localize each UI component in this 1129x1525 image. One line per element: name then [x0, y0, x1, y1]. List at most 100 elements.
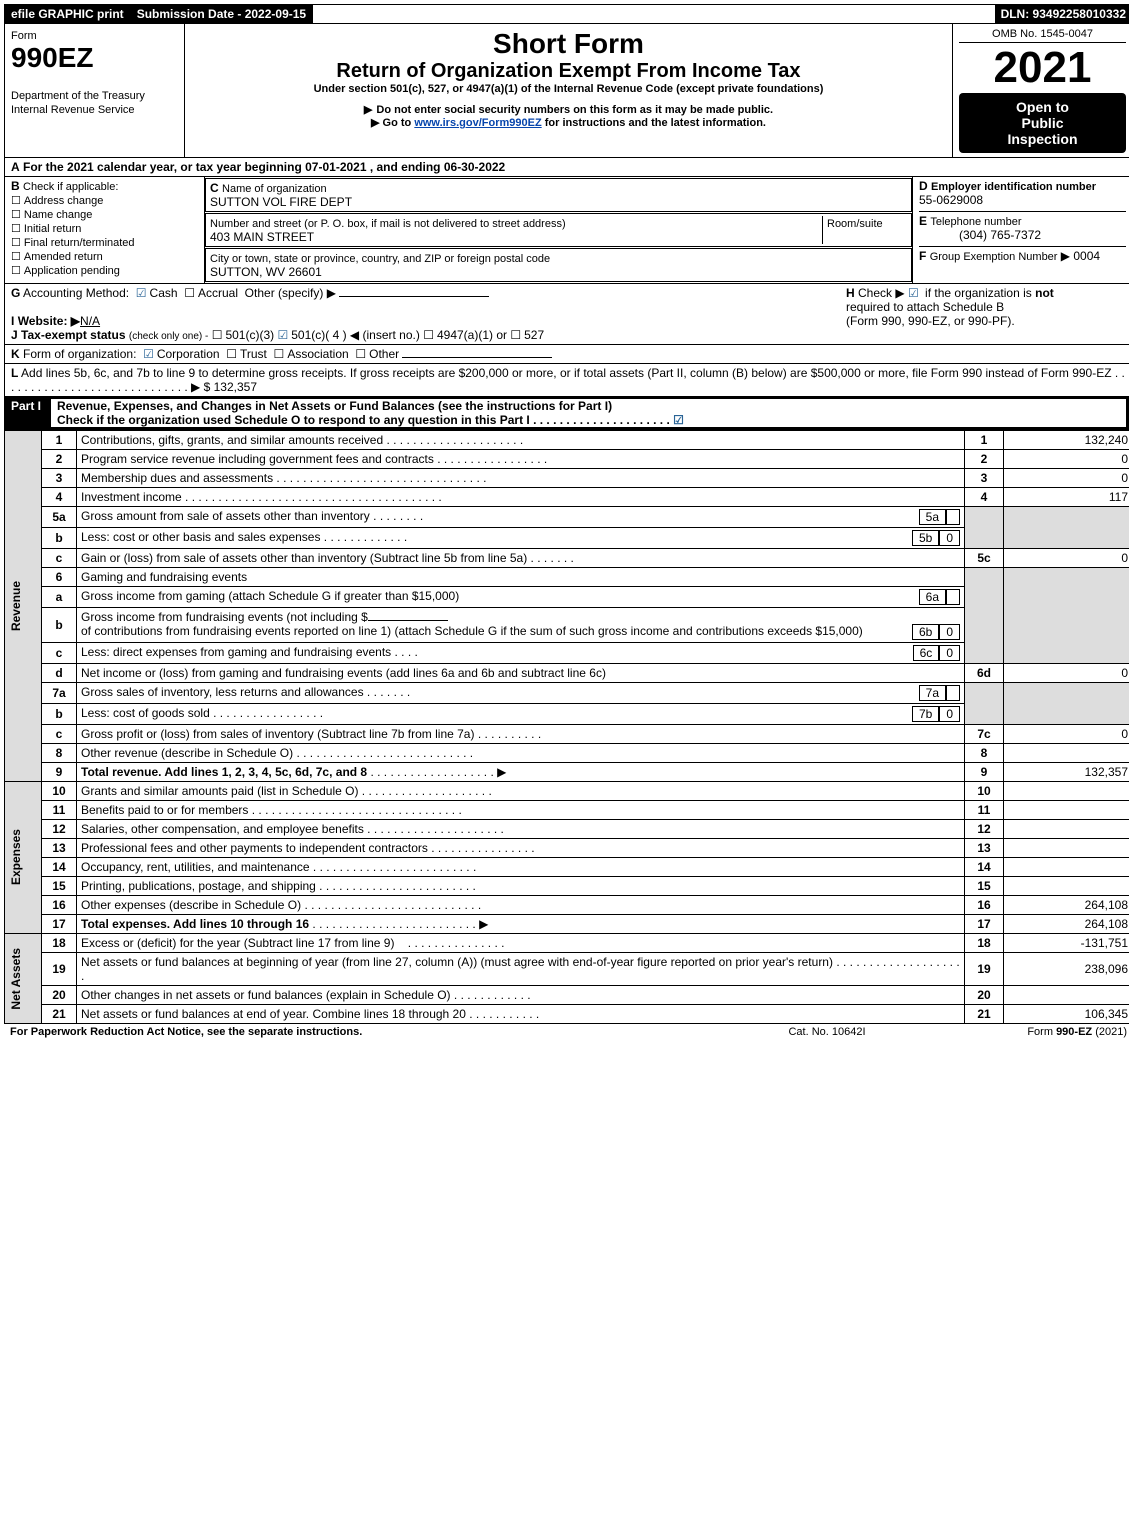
- g-accrual[interactable]: Accrual: [184, 286, 238, 300]
- part-i-title: Revenue, Expenses, and Changes in Net As…: [57, 399, 435, 413]
- desc-1: Contributions, gifts, grants, and simila…: [77, 431, 965, 450]
- phone: (304) 765-7372: [959, 228, 1041, 242]
- desc-14: Occupancy, rent, utilities, and maintena…: [77, 858, 965, 877]
- desc-7a: Gross sales of inventory, less returns a…: [77, 683, 965, 704]
- ssn-note: Do not enter social security numbers on …: [191, 103, 946, 116]
- val-1: 132,240: [1004, 431, 1129, 450]
- dept-irs: Internal Revenue Service: [11, 104, 135, 116]
- ln-19: 19: [42, 953, 77, 986]
- num-13: 13: [965, 839, 1004, 858]
- num-4: 4: [965, 488, 1004, 507]
- h-check: Check ▶: [858, 286, 905, 300]
- j-527[interactable]: 527: [510, 328, 544, 342]
- h-checkbox[interactable]: [908, 286, 922, 300]
- desc-15: Printing, publications, postage, and shi…: [77, 877, 965, 896]
- top-bar: efile GRAPHIC print Submission Date - 20…: [4, 4, 1129, 24]
- ln-1: 1: [42, 431, 77, 450]
- ln-7b: b: [42, 704, 77, 725]
- g-other[interactable]: Other (specify): [245, 286, 324, 300]
- minival-7a: [946, 685, 960, 701]
- k-label: Form of organization:: [23, 347, 136, 361]
- section-gh: G Accounting Method: Cash Accrual Other …: [4, 284, 1129, 345]
- addr-label: Number and street (or P. O. box, if mail…: [210, 218, 566, 230]
- num-5c: 5c: [965, 549, 1004, 568]
- minival-7b: 0: [939, 706, 960, 722]
- num-2: 2: [965, 450, 1004, 469]
- mini-7b: 7b: [912, 706, 939, 722]
- num-11: 11: [965, 801, 1004, 820]
- form-header: Form 990EZ Department of the Treasury In…: [4, 24, 1129, 158]
- d-label: Employer identification number: [931, 181, 1096, 193]
- j-4947[interactable]: 4947(a)(1) or: [423, 328, 507, 342]
- desc-5b: Less: cost or other basis and sales expe…: [77, 528, 965, 549]
- ln-7a: 7a: [42, 683, 77, 704]
- j-501c[interactable]: 501(c)( 4 ) ◀ (insert no.): [277, 328, 419, 342]
- k-corp[interactable]: Corporation: [143, 347, 219, 361]
- num-1: 1: [965, 431, 1004, 450]
- ln-13: 13: [42, 839, 77, 858]
- ln-21: 21: [42, 1005, 77, 1024]
- ln-2: 2: [42, 450, 77, 469]
- goto-prefix: Go to: [383, 117, 415, 129]
- num-3: 3: [965, 469, 1004, 488]
- desc-13: Professional fees and other payments to …: [77, 839, 965, 858]
- k-assoc[interactable]: Association: [274, 347, 349, 361]
- group-exemption: 0004: [1073, 249, 1100, 263]
- goto-note: ▶ Go to www.irs.gov/Form990EZ for instru…: [191, 116, 946, 129]
- ln-10: 10: [42, 782, 77, 801]
- open-inspection: Open to Public Inspection: [959, 93, 1126, 153]
- desc-18: Excess or (deficit) for the year (Subtra…: [77, 934, 965, 953]
- b-final-return[interactable]: Final return/terminated: [11, 237, 135, 249]
- desc-6a: Gross income from gaming (attach Schedul…: [77, 587, 965, 608]
- num-8: 8: [965, 744, 1004, 763]
- part-i-header: Part I Revenue, Expenses, and Changes in…: [4, 397, 1129, 430]
- b-address-change[interactable]: Address change: [11, 195, 103, 207]
- footer-right: Form 990-EZ (2021): [927, 1026, 1127, 1038]
- ln-8: 8: [42, 744, 77, 763]
- val-6-gray: [1004, 568, 1129, 664]
- desc-10: Grants and similar amounts paid (list in…: [77, 782, 965, 801]
- val-12: [1004, 820, 1129, 839]
- g-cash[interactable]: Cash: [136, 286, 178, 300]
- form-number: 990EZ: [11, 42, 94, 73]
- j-sub: (check only one) -: [129, 331, 208, 342]
- val-7ab-gray: [1004, 683, 1129, 725]
- lines-table: Revenue 1 Contributions, gifts, grants, …: [4, 430, 1129, 1024]
- irs-link[interactable]: www.irs.gov/Form990EZ: [414, 117, 541, 129]
- h-not: not: [1035, 286, 1054, 300]
- ln-18: 18: [42, 934, 77, 953]
- ln-3: 3: [42, 469, 77, 488]
- val-17: 264,108: [1004, 915, 1129, 934]
- page-footer: For Paperwork Reduction Act Notice, see …: [4, 1024, 1129, 1040]
- num-9: 9: [965, 763, 1004, 782]
- l-text: Add lines 5b, 6c, and 7b to line 9 to de…: [21, 366, 1112, 380]
- ln-6c: c: [42, 643, 77, 664]
- minival-6b: 0: [939, 624, 960, 640]
- section-k: K Form of organization: Corporation Trus…: [4, 345, 1129, 364]
- val-16: 264,108: [1004, 896, 1129, 915]
- k-other[interactable]: Other: [355, 347, 399, 361]
- goto-suffix: for instructions and the latest informat…: [542, 117, 766, 129]
- part-i-check: Check if the organization used Schedule …: [57, 413, 530, 427]
- h-text-c: required to attach Schedule B: [846, 300, 1004, 314]
- j-label: Tax-exempt status: [21, 328, 125, 342]
- val-18: -131,751: [1004, 934, 1129, 953]
- val-3: 0: [1004, 469, 1129, 488]
- footer-left: For Paperwork Reduction Act Notice, see …: [10, 1026, 727, 1038]
- desc-16: Other expenses (describe in Schedule O) …: [77, 896, 965, 915]
- efile-print[interactable]: efile GRAPHIC print: [5, 5, 131, 23]
- part-i-schedo-check[interactable]: [673, 413, 687, 427]
- mini-6a: 6a: [919, 589, 946, 605]
- num-17: 17: [965, 915, 1004, 934]
- main-title: Return of Organization Exempt From Incom…: [191, 60, 946, 83]
- b-initial-return[interactable]: Initial return: [11, 223, 81, 235]
- desc-2: Program service revenue including govern…: [77, 450, 965, 469]
- b-application-pending[interactable]: Application pending: [11, 265, 120, 277]
- num-14: 14: [965, 858, 1004, 877]
- k-trust[interactable]: Trust: [226, 347, 267, 361]
- ln-15: 15: [42, 877, 77, 896]
- b-name-change[interactable]: Name change: [11, 209, 92, 221]
- ln-6a: a: [42, 587, 77, 608]
- j-501c3[interactable]: 501(c)(3): [212, 328, 274, 342]
- b-amended-return[interactable]: Amended return: [11, 251, 103, 263]
